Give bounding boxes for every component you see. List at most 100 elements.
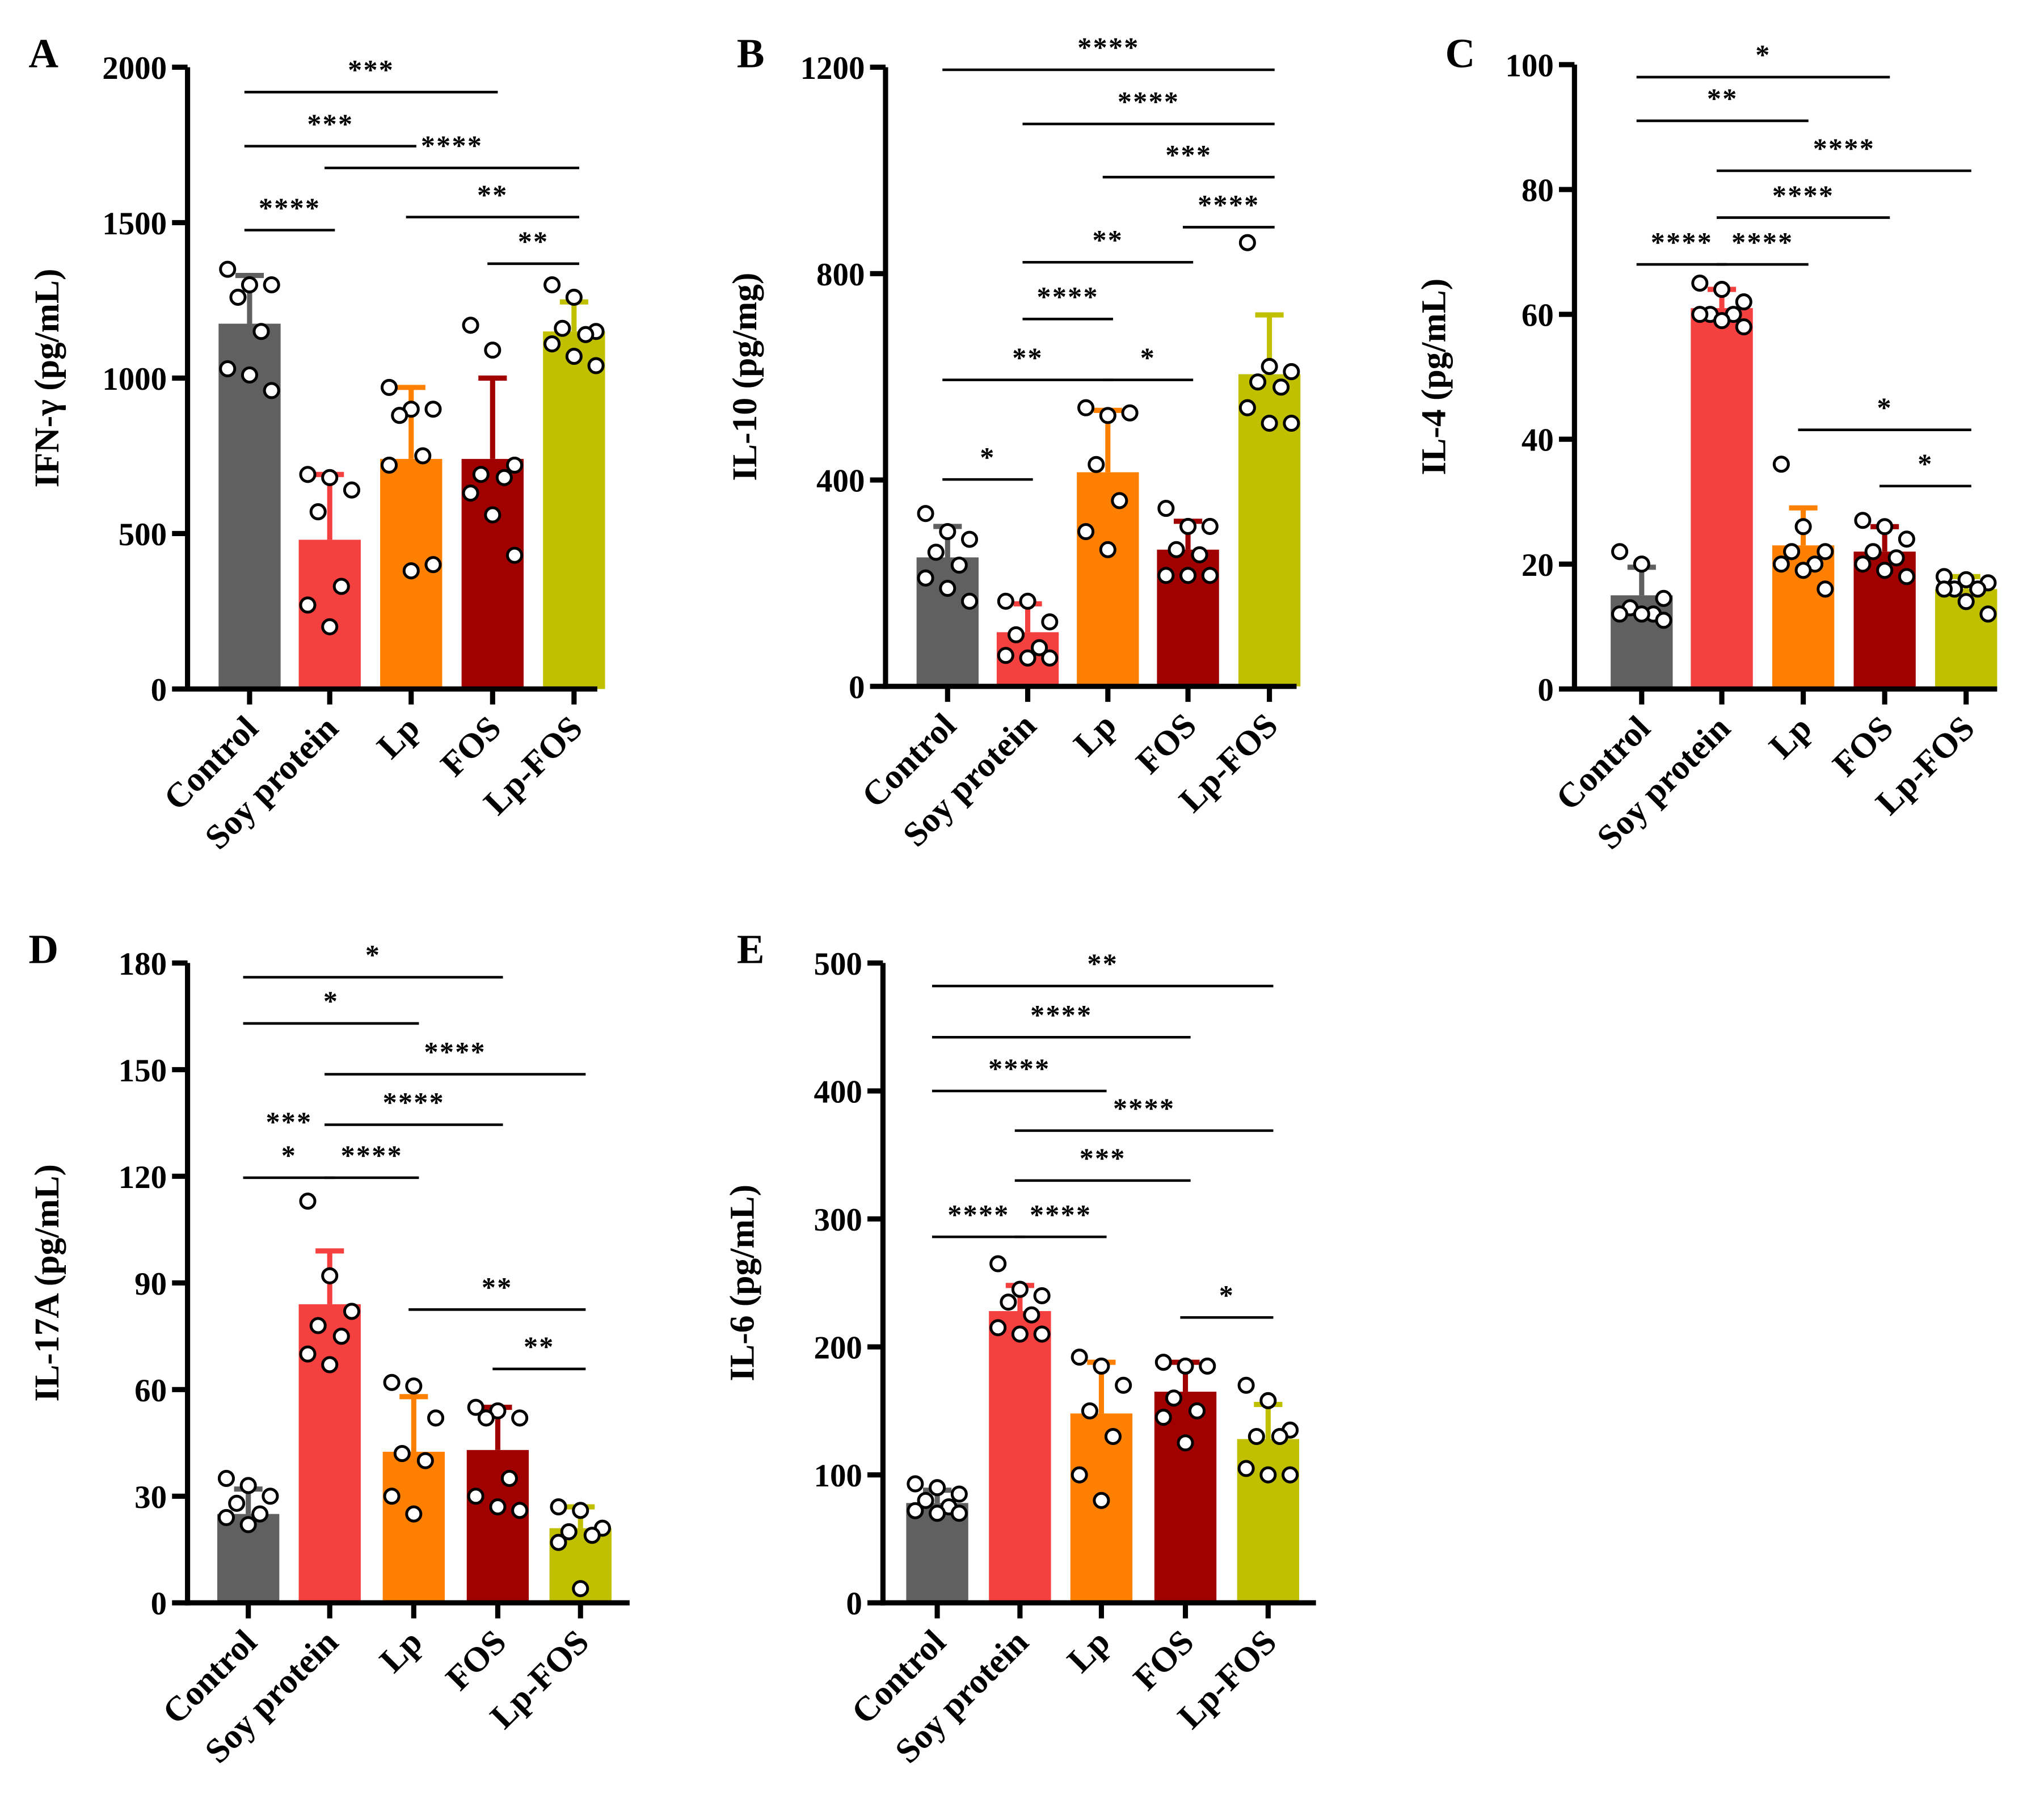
data-point [989,1255,1007,1273]
y-tick-label: 400 [816,464,865,499]
data-point [393,1445,411,1463]
significance-label: **** [424,1036,486,1068]
data-point [299,466,317,483]
data-point [554,319,571,337]
data-point [1077,399,1095,416]
data-point [1111,492,1128,509]
data-point [1817,580,1834,598]
y-tick-label: 0 [151,1586,167,1622]
data-point [1023,1306,1040,1324]
data-point [1041,613,1059,631]
data-point [1071,1466,1088,1484]
data-point [343,481,360,499]
data-point [550,1498,567,1516]
significance-label: **** [1651,226,1713,258]
significance-label: **** [1772,179,1834,211]
data-point [939,579,956,597]
data-point [927,544,945,561]
y-axis-label: IL-17A (pg/mL) [28,1164,66,1402]
y-tick-label: 1000 [102,361,167,397]
data-point [1979,605,1997,623]
data-point [321,469,339,486]
data-point [505,546,524,564]
data-point [917,569,934,587]
data-point [1876,562,1894,579]
data-point [1157,500,1175,517]
data-point [1099,541,1116,558]
data-point [1179,567,1197,584]
data-point [239,1516,257,1533]
data-point [484,342,502,359]
data-point [262,1488,279,1505]
data-point [1249,373,1267,391]
data-point [383,1488,401,1505]
data-point [1179,517,1197,535]
data-point [1033,1325,1051,1343]
x-tick-label: FOS [1129,706,1204,782]
significance-label: **** [1198,189,1259,221]
y-tick-label: 80 [1522,173,1554,209]
data-point [1011,1325,1029,1343]
data-point [1957,593,1975,610]
significance-label: * [281,1139,297,1171]
significance-label: **** [421,129,483,161]
data-point [427,1409,445,1427]
y-tick-label: 150 [119,1053,167,1089]
bar-fos [1154,1392,1217,1603]
panel-label: D [28,926,58,972]
data-point [380,456,398,474]
significance-label: ** [477,179,508,210]
data-point [472,466,490,483]
data-point [1611,605,1629,623]
significance-label: ** [1087,947,1118,979]
data-point [1261,414,1278,432]
significance-label: **** [383,1086,445,1118]
y-tick-label: 100 [814,1458,862,1494]
significance-label: * [980,441,995,473]
y-tick-label: 500 [814,946,862,982]
data-point [1238,399,1256,416]
y-tick-label: 0 [1537,672,1553,708]
x-tick-label: FOS [1826,709,1901,784]
data-point [1772,456,1790,473]
y-tick-label: 800 [816,257,865,293]
data-point [1041,649,1059,667]
y-tick-label: 300 [814,1202,862,1238]
data-point [917,505,934,523]
data-point [1887,549,1905,567]
data-point [500,1469,518,1487]
y-tick-label: 400 [814,1074,862,1110]
data-point [309,503,327,521]
data-point [299,1345,317,1363]
data-point [1735,293,1752,311]
data-point [950,1485,968,1503]
data-point [309,1317,327,1334]
significance-label: * [323,985,339,1017]
data-point [1000,1294,1017,1311]
x-tick-label: Lp [1067,706,1124,764]
data-point [1957,571,1975,588]
significance-label: *** [1165,138,1212,170]
data-point [241,276,258,294]
data-point [1177,1357,1194,1375]
x-tick-label: FOS [439,1623,514,1698]
data-point [241,366,258,384]
data-point [489,1498,507,1516]
data-point [1019,592,1036,610]
y-tick-label: 30 [134,1480,167,1515]
data-point [572,1502,589,1519]
data-point [1655,612,1672,629]
data-point [939,523,956,541]
data-point [1772,555,1790,573]
y-axis-label: IL-10 (pg/mg) [726,273,764,481]
data-point [1104,1427,1122,1446]
data-point [228,1494,246,1512]
data-point [960,530,979,548]
data-point [1154,1354,1172,1371]
data-point [217,1469,235,1487]
data-point [1081,1402,1098,1419]
data-point [1611,543,1629,561]
data-point [550,1533,567,1551]
